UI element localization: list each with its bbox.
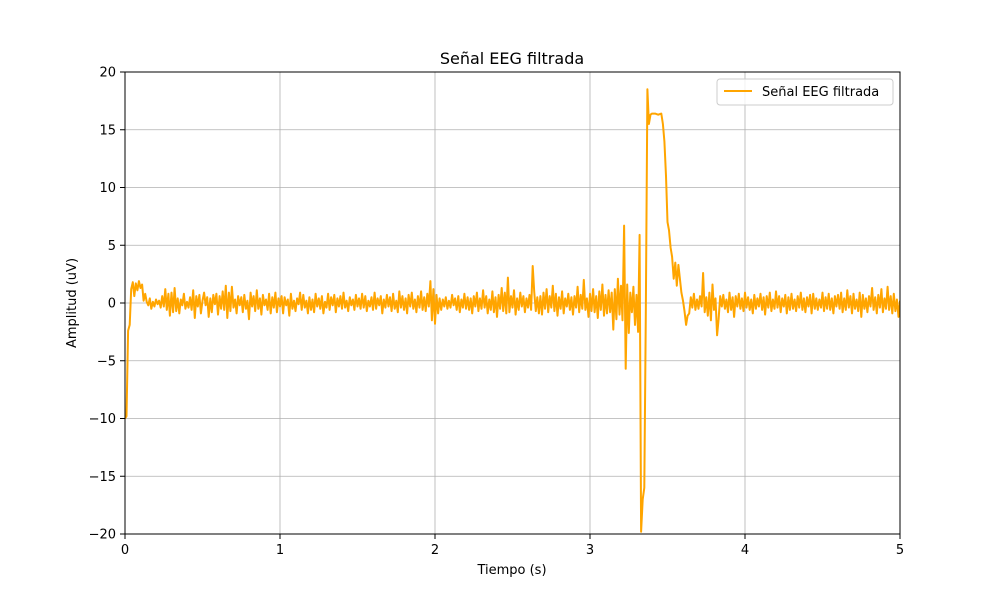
y-tick-label: −5 bbox=[97, 354, 116, 369]
y-tick-label: −20 bbox=[89, 528, 116, 543]
x-axis-ticks: 0 1 2 3 4 5 bbox=[121, 534, 904, 558]
y-axis-label: Amplitud (uV) bbox=[65, 258, 80, 348]
x-axis-label: Tiempo (s) bbox=[476, 563, 546, 578]
series-layer bbox=[125, 88, 900, 533]
x-tick-label: 0 bbox=[121, 543, 129, 558]
series-line-eeg bbox=[125, 88, 900, 533]
y-axis-ticks: 20 15 10 5 0 −5 −10 −15 −20 bbox=[89, 66, 125, 543]
x-tick-label: 1 bbox=[276, 543, 284, 558]
legend: Señal EEG filtrada bbox=[716, 78, 894, 106]
legend-box bbox=[716, 78, 894, 106]
x-tick-label: 4 bbox=[741, 543, 749, 558]
y-tick-label: 15 bbox=[99, 123, 116, 138]
x-tick-label: 3 bbox=[586, 543, 594, 558]
chart-title: Señal EEG filtrada bbox=[440, 49, 584, 68]
legend-entry-label: Señal EEG filtrada bbox=[762, 85, 879, 100]
x-tick-label: 2 bbox=[431, 543, 439, 558]
x-tick-label: 5 bbox=[896, 543, 904, 558]
y-tick-label: −15 bbox=[89, 470, 116, 485]
y-tick-label: 5 bbox=[108, 239, 116, 254]
y-tick-label: 20 bbox=[99, 66, 116, 81]
y-tick-label: −10 bbox=[89, 412, 116, 427]
y-tick-label: 0 bbox=[108, 297, 116, 312]
y-tick-label: 10 bbox=[99, 181, 116, 196]
